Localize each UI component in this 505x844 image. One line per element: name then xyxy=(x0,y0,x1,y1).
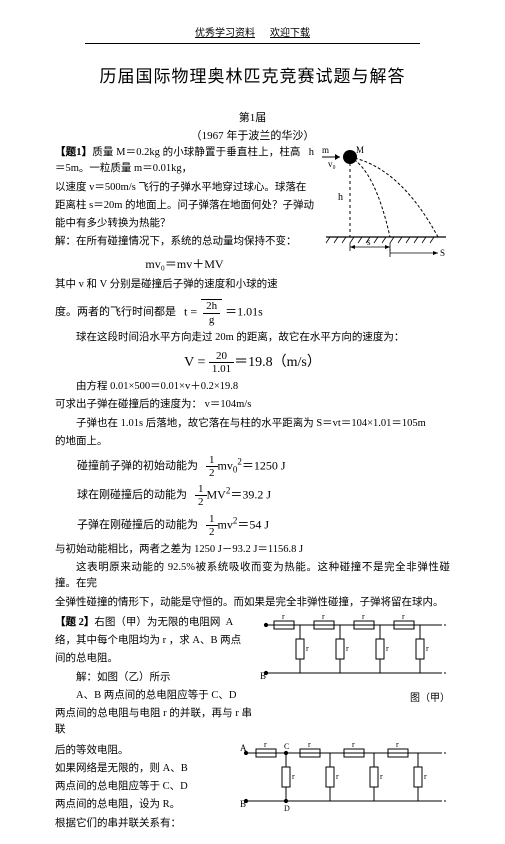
q2-row1: 【题 2】右图（甲）为无限的电阻网 A 络，其中每个电阻均为 r ，求 A、B … xyxy=(55,613,450,741)
q2-t1b: A xyxy=(226,617,234,628)
q2-body: 【题 2】右图（甲）为无限的电阻网 A 络，其中每个电阻均为 r ，求 A、B … xyxy=(55,613,450,834)
header-gap xyxy=(258,28,268,39)
svg-text:r: r xyxy=(424,772,427,781)
q1-t11: 子弹也在 1.01s 后落地，故它落在与柱的水平距离为 S＝vt＝104×1.0… xyxy=(55,416,450,432)
header-left: 优秀学习资料 xyxy=(195,28,255,39)
q1-t17: 这表明原来动能的 92.5%被系统吸收而变为热能。这种碰撞不是完全非弹性碰撞。在… xyxy=(55,560,450,593)
q1-t12: 的地面上。 xyxy=(55,434,450,450)
svg-text:r: r xyxy=(292,772,295,781)
svg-text:r: r xyxy=(396,741,399,749)
q2-t5: 两点间的总电阻与电阻 r 的并联，再与 r 串联 xyxy=(55,708,252,735)
svg-text:r: r xyxy=(264,741,267,749)
svg-text:r: r xyxy=(336,772,339,781)
svg-text:B: B xyxy=(260,671,266,681)
q2-t3: 间的总电阻。 xyxy=(55,651,252,667)
svg-text:v₀: v₀ xyxy=(328,159,336,169)
q1-t10: 可求出子弹在碰撞后的速度为： v＝104m/s xyxy=(55,397,450,413)
q2-t9: 两点间的总电阻，设为 R。 xyxy=(55,797,232,813)
q1-e2-row: 球在刚碰撞后的动能为 12MV2＝39.2 J xyxy=(55,483,450,508)
q1-t13: 碰撞前子弹的初始动能为 xyxy=(55,458,198,475)
page-header: 优秀学习资料 欢迎下载 xyxy=(55,24,450,39)
q1-e1-row: 碰撞前子弹的初始动能为 12mv02＝1250 J xyxy=(55,454,450,479)
q2-t6: 后的等效电阻。 xyxy=(55,743,232,759)
q1-e3-row: 子弹在刚碰撞后的动能为 12mv2＝54 J xyxy=(55,513,450,538)
svg-text:r: r xyxy=(306,644,309,653)
q1-body: M m v₀ h s xyxy=(55,145,450,611)
q2-t4: A、B 两点间的总电阻应等于 C、D xyxy=(55,688,252,704)
svg-text:r: r xyxy=(322,613,325,621)
svg-text:r: r xyxy=(282,613,285,621)
q2-fig-jia-label: 图（甲） xyxy=(260,691,450,707)
svg-text:r: r xyxy=(402,613,405,621)
svg-text:r: r xyxy=(346,644,349,653)
q2-t7: 如果网络是无限的，则 A、B xyxy=(55,761,232,777)
svg-text:r: r xyxy=(380,772,383,781)
q2-t8: 两点间的总电阻应等于 C、D xyxy=(55,779,232,795)
svg-text:r: r xyxy=(308,741,311,749)
q2-t1: 右图（甲）为无限的电阻网 xyxy=(94,617,220,628)
q2-t2: 络，其中每个电阻均为 r ，求 A、B 两点 xyxy=(55,633,252,649)
q1-t7: 度。两者的飞行时间都是 xyxy=(55,304,176,321)
q1-time-row: 度。两者的飞行时间都是 t = 2hg ＝1.01s xyxy=(55,299,450,325)
svg-text:m: m xyxy=(322,145,329,155)
session-year: （1967 年于波兰的华沙） xyxy=(55,127,450,143)
q1-tag: 【题1】 xyxy=(55,147,92,158)
q1-figure: M m v₀ h s xyxy=(320,145,450,263)
q1-t18: 全弹性碰撞的情形下，动能是守恒的。而如果是完全非弹性碰撞，子弹将留在球内。 xyxy=(55,595,450,611)
svg-text:s: s xyxy=(367,237,371,247)
q1-eq-mom-txt: mv₀＝mv＋MV xyxy=(145,257,223,271)
q2-sol: 解：如图（乙）所示 xyxy=(55,670,252,686)
q1-t6: 其中 v 和 V 分别是碰撞后子弹的速度和小球的速 xyxy=(55,277,450,293)
q1-t8: 球在这段时间沿水平方向走过 20m 的距离，故它在水平方向的速度为： xyxy=(55,330,450,346)
svg-text:B: B xyxy=(240,799,246,809)
q1-t15: 子弹在刚碰撞后的动能为 xyxy=(55,517,198,534)
q1-t16: 与初始动能相比，两者之差为 1250 J－93.2 J＝1156.8 J xyxy=(55,542,450,558)
svg-text:r: r xyxy=(352,741,355,749)
svg-text:C: C xyxy=(284,742,289,751)
svg-text:r: r xyxy=(426,644,429,653)
q1-t14: 球在刚碰撞后的动能为 xyxy=(55,487,187,504)
q2-tag: 【题 2】 xyxy=(55,617,94,628)
svg-text:r: r xyxy=(362,613,365,621)
q1-e1v: ＝1250 J xyxy=(242,459,286,473)
q2-fig-yi: A B C D r r r r r r r r xyxy=(240,741,450,819)
svg-text:h: h xyxy=(338,192,343,203)
q1-t7b: ＝1.01s xyxy=(225,305,263,319)
svg-text:r: r xyxy=(386,644,389,653)
svg-text:M: M xyxy=(356,145,364,155)
q1-eqV-txt: ＝19.8（m/s） xyxy=(234,355,321,370)
q1-t1: 质量 M＝0.2kg 的小球静置于垂直柱上，柱高 xyxy=(92,147,300,158)
svg-text:D: D xyxy=(284,804,290,813)
header-divider xyxy=(85,43,420,44)
q2-fig-jia: r r r r r r r r B 图（甲） xyxy=(260,613,450,707)
q2-t10: 根据它们的串并联关系有： xyxy=(55,816,232,832)
page: 优秀学习资料 欢迎下载 历届国际物理奥林匹克竞赛试题与解答 第1届 （1967 … xyxy=(0,0,505,844)
session-number: 第1届 xyxy=(55,109,450,125)
header-right: 欢迎下载 xyxy=(270,28,310,39)
doc-title: 历届国际物理奥林匹克竞赛试题与解答 xyxy=(55,62,450,87)
q1-e3v: ＝54 J xyxy=(237,517,269,531)
svg-text:S: S xyxy=(440,248,445,257)
q2-row2: 后的等效电阻。 如果网络是无限的，则 A、B 两点间的总电阻应等于 C、D 两点… xyxy=(55,741,450,834)
svg-text:A: A xyxy=(240,743,247,753)
q1-e2v: ＝39.2 J xyxy=(230,488,271,502)
q1-eq-V: V = 201.01＝19.8（m/s） xyxy=(55,350,450,375)
q1-t9: 由方程 0.01×500＝0.01×v＋0.2×19.8 xyxy=(55,379,450,395)
